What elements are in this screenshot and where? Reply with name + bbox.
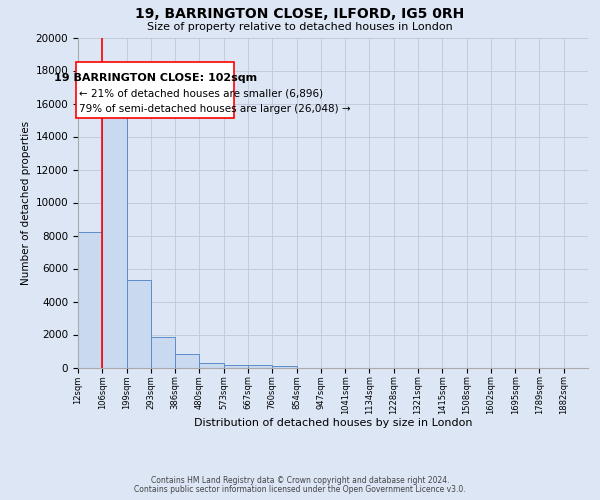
Text: Contains HM Land Registry data © Crown copyright and database right 2024.: Contains HM Land Registry data © Crown c…: [151, 476, 449, 485]
Text: 79% of semi-detached houses are larger (26,048) →: 79% of semi-detached houses are larger (…: [79, 104, 351, 115]
Bar: [224, 364, 248, 368]
Bar: [199, 362, 224, 368]
Bar: [272, 366, 296, 368]
Bar: [248, 365, 272, 368]
Bar: [102, 94, 127, 368]
Bar: [127, 280, 151, 368]
X-axis label: Distribution of detached houses by size in London: Distribution of detached houses by size …: [194, 418, 472, 428]
Text: ← 21% of detached houses are smaller (6,896): ← 21% of detached houses are smaller (6,…: [79, 89, 323, 99]
Text: Contains public sector information licensed under the Open Government Licence v3: Contains public sector information licen…: [134, 485, 466, 494]
Y-axis label: Number of detached properties: Number of detached properties: [22, 120, 31, 284]
Text: 19 BARRINGTON CLOSE: 102sqm: 19 BARRINGTON CLOSE: 102sqm: [54, 74, 257, 84]
Bar: [151, 337, 175, 368]
Text: Size of property relative to detached houses in London: Size of property relative to detached ho…: [147, 22, 453, 32]
Text: 19, BARRINGTON CLOSE, ILFORD, IG5 0RH: 19, BARRINGTON CLOSE, ILFORD, IG5 0RH: [136, 8, 464, 22]
Bar: [175, 354, 199, 368]
Bar: [78, 232, 102, 368]
